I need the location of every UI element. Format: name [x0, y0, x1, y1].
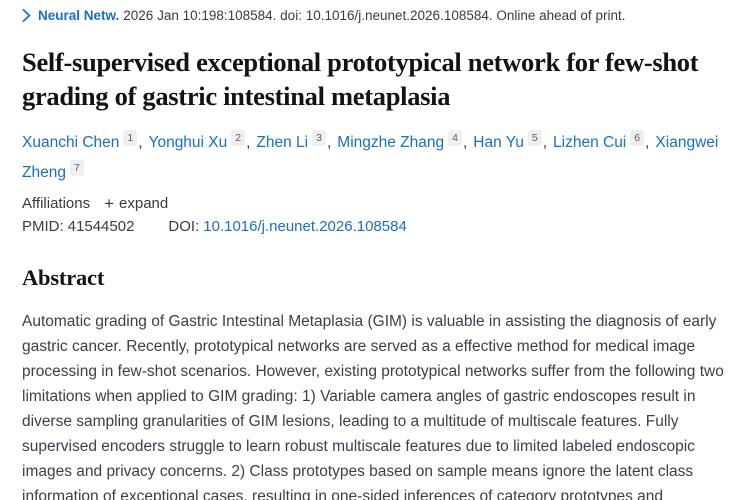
plus-icon: + — [104, 194, 115, 213]
expand-label: expand — [119, 195, 169, 212]
abstract-text: Automatic grading of Gastric Intestinal … — [22, 313, 724, 500]
author-separator: , — [138, 134, 143, 151]
author-item: Mingzhe Zhang 4, — [337, 130, 473, 151]
article-title: Self-supervised exceptional prototypical… — [22, 47, 699, 111]
author-item: Han Yu 5, — [473, 130, 553, 151]
author-affiliation-badge[interactable]: 4 — [448, 130, 462, 146]
author-affiliation-badge[interactable]: 5 — [527, 130, 542, 146]
author-link[interactable]: Xuanchi Chen — [22, 134, 120, 151]
author-link[interactable]: Zhen Li — [256, 134, 309, 151]
author-separator: , — [542, 134, 548, 151]
pmid-group: PMID: 41544502 — [22, 218, 134, 235]
journal-citation-bar: Neural Netw. 2026 Jan 10:198:108584. doi… — [22, 8, 728, 23]
doi-link[interactable]: 10.1016/j.neunet.2026.108584 — [203, 218, 407, 235]
author-item: Xiangwei Zheng 7 — [22, 134, 718, 181]
affiliations-label: Affiliations — [22, 195, 91, 212]
author-item: Zhen Li 3, — [256, 130, 337, 151]
doi-group: DOI: 10.1016/j.neunet.2026.108584 — [168, 218, 406, 235]
affiliations-expand-button[interactable]: + expand — [104, 195, 168, 212]
author-link[interactable]: Mingzhe Zhang — [337, 134, 445, 151]
author-affiliation-badge[interactable]: 6 — [630, 130, 645, 146]
pmid-label: PMID: — [22, 218, 64, 235]
identifiers-row: PMID: 41544502 DOI: 10.1016/j.neunet.2026.… — [22, 218, 728, 235]
author-item: Lizhen Cui 6, — [553, 130, 655, 151]
author-item: Yonghui Xu 2, — [148, 130, 257, 151]
abstract-heading: Abstract — [22, 265, 105, 290]
author-affiliation-badge[interactable]: 1 — [123, 130, 138, 146]
author-link[interactable]: Lizhen Cui — [553, 134, 627, 151]
author-separator: , — [246, 134, 251, 151]
author-affiliation-badge[interactable]: 7 — [69, 160, 84, 176]
author-link[interactable]: Yonghui Xu — [148, 134, 228, 151]
authors-list: Xuanchi Chen 1, Yonghui Xu 2, Zhen Li 3, Mingz… — [22, 128, 722, 188]
author-affiliation-badge[interactable]: 2 — [231, 130, 246, 146]
author-separator: , — [462, 134, 468, 151]
journal-name-link[interactable]: Neural Netw. — [38, 8, 120, 23]
affiliations-row: Affiliations + expand — [22, 195, 728, 212]
journal-chevron-icon[interactable] — [22, 9, 31, 22]
author-separator: , — [326, 134, 332, 151]
author-affiliation-badge[interactable]: 3 — [312, 130, 326, 146]
doi-label: DOI: — [168, 218, 200, 235]
author-item: Xuanchi Chen 1, — [22, 130, 149, 151]
author-separator: , — [645, 134, 650, 151]
author-link[interactable]: Han Yu — [473, 134, 524, 151]
author-link[interactable]: Xiangwei Zheng — [22, 134, 719, 181]
citation-text: 2026 Jan 10:198:108584. doi: 10.1016/j.n… — [123, 8, 626, 23]
pmid-value: 41544502 — [67, 218, 135, 235]
